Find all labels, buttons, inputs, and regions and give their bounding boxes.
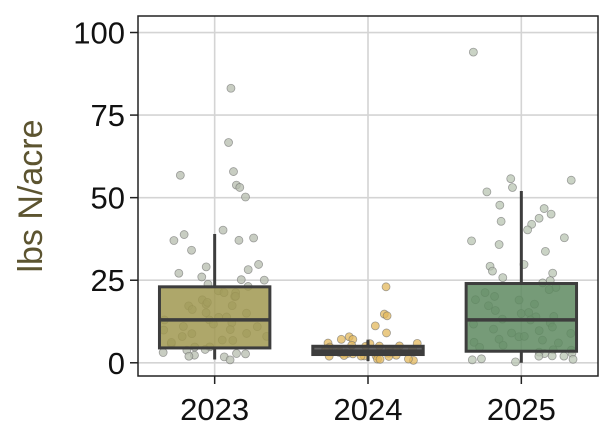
data-point (241, 192, 250, 202)
data-point (506, 174, 516, 184)
data-point (404, 354, 413, 364)
data-point (243, 265, 253, 275)
y-tick-label: 50 (91, 181, 125, 216)
data-point (495, 200, 505, 210)
data-point (375, 354, 385, 364)
data-point (241, 349, 250, 359)
data-point (523, 225, 532, 235)
data-point (370, 321, 380, 331)
data-point (540, 246, 550, 256)
data-point (158, 348, 168, 357)
data-point (468, 47, 478, 57)
data-point (197, 272, 207, 282)
data-point (534, 351, 544, 361)
data-point (259, 275, 269, 285)
data-point (488, 266, 497, 276)
x-tick-label: 2023 (180, 392, 249, 427)
data-point (496, 216, 506, 226)
data-point (547, 351, 557, 361)
x-axis: 2023 2024 2025 (180, 376, 556, 427)
y-tick-label: 75 (91, 98, 125, 133)
data-point (169, 236, 179, 245)
x-tick-label: 2025 (487, 392, 556, 427)
data-point (229, 167, 238, 176)
data-point (224, 138, 233, 147)
data-point (467, 236, 476, 246)
data-point (218, 225, 228, 235)
data-point (534, 213, 544, 223)
y-axis-title: lbs N/acre (12, 119, 50, 272)
data-point (548, 268, 558, 278)
data-point (234, 235, 244, 245)
data-point (201, 262, 211, 272)
data-point (477, 354, 486, 364)
data-point (232, 349, 241, 358)
data-point (175, 170, 185, 180)
data-point (382, 328, 391, 338)
y-tick-label: 25 (91, 263, 125, 298)
data-point (467, 355, 477, 365)
data-point (539, 204, 549, 213)
y-tick-label: 100 (73, 16, 125, 51)
y-axis: 0 25 50 75 100 (73, 16, 138, 381)
data-point (566, 175, 576, 185)
data-point (559, 351, 569, 361)
data-point (254, 260, 263, 269)
data-point (494, 240, 504, 249)
data-point (336, 334, 346, 344)
y-tick-label: 0 (108, 346, 125, 381)
data-point (508, 183, 517, 192)
data-point (187, 245, 196, 255)
data-point (568, 354, 578, 364)
data-point (511, 357, 520, 367)
data-point (184, 351, 194, 361)
box-2023 (157, 285, 272, 350)
data-point (249, 233, 259, 243)
box-2025 (464, 282, 579, 353)
data-point (482, 187, 492, 197)
data-point (498, 273, 508, 283)
data-point (179, 230, 189, 239)
x-tick-label: 2024 (334, 392, 403, 427)
data-point (226, 83, 236, 93)
data-point (381, 282, 391, 292)
data-point (236, 275, 246, 285)
data-point (174, 268, 184, 278)
data-point (225, 355, 235, 365)
data-point (235, 183, 245, 192)
data-point (382, 311, 392, 321)
data-point (559, 233, 569, 243)
data-point (546, 209, 556, 219)
boxes (157, 191, 579, 363)
